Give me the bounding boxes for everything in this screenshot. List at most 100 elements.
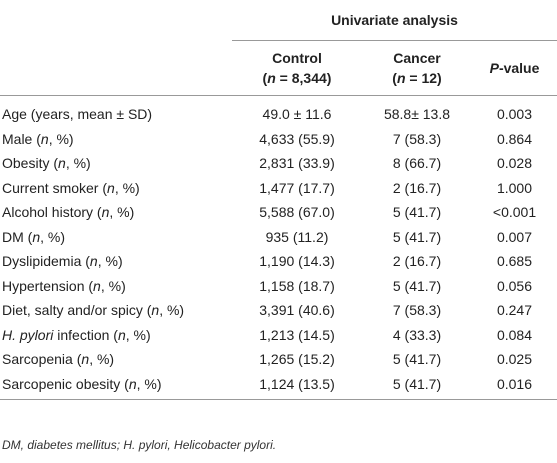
table-cell: 7 (58.3) — [392, 130, 442, 147]
table-row: Male (n, %) 4,633 (55.9) 7 (58.3) 0.864 — [0, 127, 557, 152]
text-segment: n — [81, 351, 90, 368]
text-segment: H. pylori — [2, 326, 54, 343]
table-cell: 0.685 — [496, 253, 533, 270]
row-label: Sarcopenia (n, %) — [0, 347, 232, 372]
table-row: Current smoker (n, %) 1,477 (17.7) 2 (16.7… — [0, 176, 557, 201]
table-row: Sarcopenic obesity (n, %) 1,124 (13.5) 5 (… — [0, 371, 557, 400]
row-label: Current smoker (n, %) — [0, 176, 232, 201]
table-cell: 1,213 (14.5) — [259, 326, 335, 343]
text-segment: , %) — [114, 179, 140, 196]
table-row: Hypertension (n, %) 1,158 (18.7) 5 (41.7) 0… — [0, 274, 557, 299]
table-row: Obesity (n, %) 2,831 (33.9) 8 (66.7) 0.028 — [0, 151, 557, 176]
row-label: H. pylori infection (n, %) — [0, 323, 232, 348]
text-segment: n — [89, 253, 98, 270]
text-segment: ( — [262, 70, 268, 86]
text-segment: = 12) — [405, 70, 442, 86]
table-cell: 1,158 (18.7) — [259, 277, 335, 294]
table-cell: 2,831 (33.9) — [259, 155, 335, 172]
text-segment: Cancer — [393, 50, 441, 66]
text-segment: n — [40, 130, 49, 147]
table-cell: 5 (41.7) — [392, 228, 442, 245]
row-label: Hypertension (n, %) — [0, 274, 232, 299]
table-row: DM (n, %) 935 (11.2) 5 (41.7) 0.007 — [0, 225, 557, 250]
table-cell: 3,391 (40.6) — [259, 302, 335, 319]
table-cell: 0.007 — [496, 228, 533, 245]
column-header: P-value — [472, 40, 557, 96]
row-label: Male (n, %) — [0, 127, 232, 152]
table-row: H. pylori infection (n, %) 1,213 (14.5) 4 … — [0, 323, 557, 348]
row-label: Diet, salty and/or spicy (n, %) — [0, 298, 232, 323]
text-segment: n — [396, 70, 406, 86]
row-label: DM (n, %) — [0, 225, 232, 250]
text-segment: Control — [272, 50, 322, 66]
row-label: Dyslipidemia (n, %) — [0, 249, 232, 274]
group-header: Univariate analysis — [232, 0, 557, 41]
text-segment: , %) — [40, 228, 66, 245]
table-cell: 5,588 (67.0) — [259, 204, 335, 221]
table-cell: <0.001 — [492, 204, 537, 221]
text-segment: n — [58, 155, 66, 172]
table-cell: 0.084 — [496, 326, 533, 343]
group-header-row: Univariate analysis — [0, 0, 557, 41]
text-segment: Age (years, mean ± SD) — [2, 106, 153, 123]
table-row: Alcohol history (n, %) 5,588 (67.0) 5 (41.… — [0, 200, 557, 225]
table-cell: 0.028 — [496, 155, 533, 172]
table-cell: 1,265 (15.2) — [259, 351, 335, 368]
text-segment: Alcohol history ( — [2, 204, 102, 221]
column-header: Cancer (n = 12) — [362, 40, 472, 96]
text-segment: Dyslipidemia ( — [2, 253, 90, 270]
text-segment: Diet, salty and/or spicy ( — [2, 302, 152, 319]
table-cell: 1.000 — [496, 179, 533, 196]
table-cell: 4,633 (55.9) — [259, 130, 335, 147]
table-body: Age (years, mean ± SD) 49.0 ± 11.6 58.8± 1… — [0, 96, 557, 400]
empty-header — [0, 40, 232, 96]
empty-header — [0, 0, 232, 41]
text-segment: = 8,344) — [275, 70, 332, 86]
text-segment: n — [32, 228, 41, 245]
text-segment: , %) — [89, 351, 115, 368]
row-label: Age (years, mean ± SD) — [0, 96, 232, 127]
table-cell: 0.003 — [496, 106, 533, 123]
table-cell: 49.0 ± 11.6 — [262, 106, 332, 123]
text-segment: n — [107, 179, 115, 196]
text-segment: , %) — [48, 130, 74, 147]
table-cell: 4 (33.3) — [392, 326, 442, 343]
text-segment: n — [101, 204, 110, 221]
table-row: Diet, salty and/or spicy (n, %) 3,391 (40… — [0, 298, 557, 323]
text-segment: n — [267, 70, 276, 86]
row-label: Alcohol history (n, %) — [0, 200, 232, 225]
table-cell: 5 (41.7) — [392, 277, 442, 294]
text-segment: , %) — [125, 326, 151, 343]
text-segment: P — [489, 60, 499, 76]
table-cell: 2 (16.7) — [392, 179, 442, 196]
table-cell: 8 (66.7) — [392, 155, 442, 172]
text-segment: Obesity ( — [2, 155, 59, 172]
text-segment: Current smoker ( — [2, 179, 108, 196]
row-label: Obesity (n, %) — [0, 151, 232, 176]
table-cell: 0.056 — [496, 277, 533, 294]
table-cell: 5 (41.7) — [362, 371, 472, 400]
table-row: Age (years, mean ± SD) 49.0 ± 11.6 58.8± 1… — [0, 96, 557, 127]
text-segment: Hypertension ( — [2, 277, 94, 294]
table-cell: 0.247 — [496, 302, 533, 319]
table-cell: 58.8± 13.8 — [383, 106, 451, 123]
table-cell: 0.016 — [472, 371, 557, 400]
text-segment: ( — [392, 70, 397, 86]
text-segment: , %) — [159, 302, 185, 319]
table-row: Sarcopenia (n, %) 1,265 (15.2) 5 (41.7) 0.0… — [0, 347, 557, 372]
text-segment: , %) — [136, 375, 162, 392]
data-table: Univariate analysis Control (n = 8,344) Ca… — [0, 0, 557, 400]
text-segment: infection ( — [53, 326, 118, 343]
table-cell: 1,477 (17.7) — [259, 179, 335, 196]
text-segment: DM ( — [2, 228, 33, 245]
text-segment: , %) — [65, 155, 91, 172]
table-cell: 0.025 — [496, 351, 533, 368]
row-label: Sarcopenic obesity (n, %) — [0, 371, 232, 400]
table-cell: 0.864 — [496, 130, 533, 147]
table-cell: 1,190 (14.3) — [259, 253, 335, 270]
column-header-row: Control (n = 8,344) Cancer (n = 12) P-value — [0, 40, 557, 96]
table-cell: 935 (11.2) — [265, 228, 329, 245]
text-segment: n — [93, 277, 101, 294]
